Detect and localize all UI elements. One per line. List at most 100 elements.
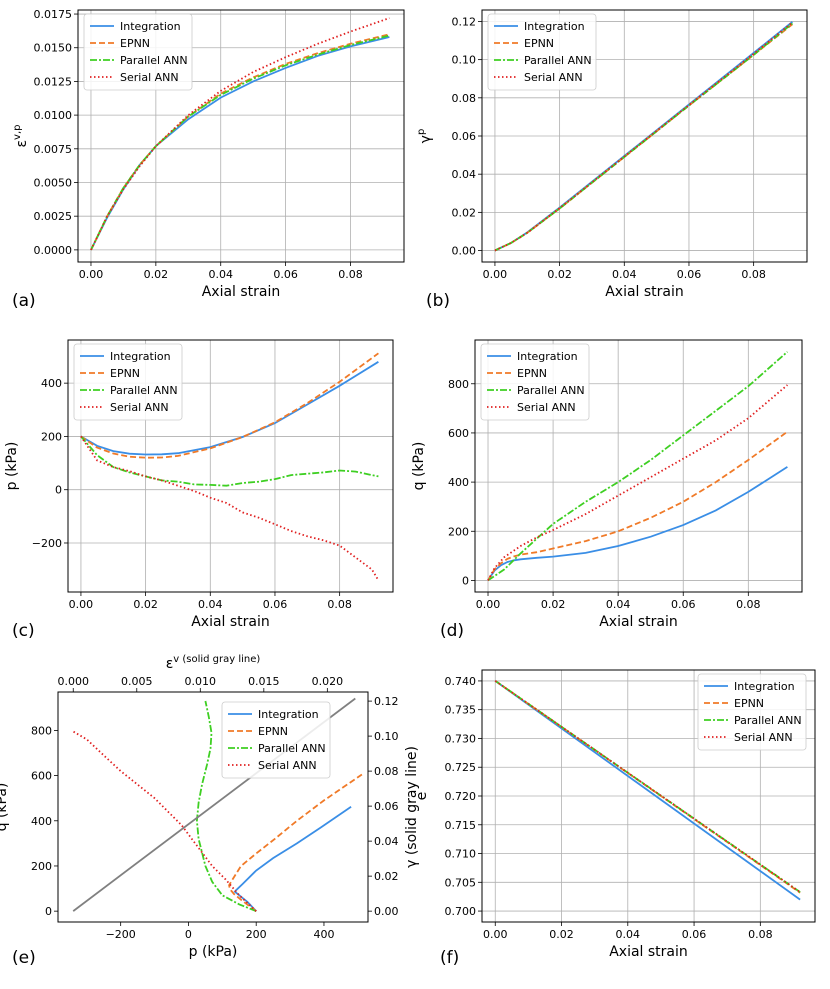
- legend-entry: EPNN: [517, 367, 547, 380]
- x2-tick-label: 0.015: [248, 675, 280, 688]
- y-tick-label: 0.735: [445, 704, 477, 717]
- legend-box: [487, 13, 597, 91]
- y2-tick-label: 0.06: [374, 800, 399, 813]
- x-tick-label: 0.08: [748, 928, 773, 941]
- panel-b: 0.00 0.02 0.04 0.06 0.08 0.00 0.02 0.04 0.06 0.08…: [416, 9, 808, 311]
- panel-label: (c): [12, 621, 35, 641]
- axes-frame: [57, 691, 369, 923]
- x-tick-label: 0.00: [79, 268, 104, 281]
- series-line-epnn: [80, 352, 379, 459]
- x-tick-label: 0.06: [263, 598, 288, 611]
- y-tick-label: 0.0025: [34, 210, 73, 223]
- legend-entry: Serial ANN: [120, 71, 179, 84]
- legend-entry: EPNN: [734, 697, 764, 710]
- y-tick-label: 600: [448, 427, 469, 440]
- x-axis-label: Axial strain: [202, 284, 281, 300]
- y-tick-label: 0.720: [445, 790, 477, 803]
- y-tick-label: 0.04: [452, 168, 477, 181]
- panel-label: (f): [440, 948, 459, 968]
- panel-a: 0.00 0.02 0.04 0.06 0.08 0.0000 0.0025 0.0050 0.…: [12, 8, 405, 311]
- axes-frame: [67, 339, 394, 593]
- legend: Integration EPNN Parallel ANN Serial ANN: [697, 673, 807, 751]
- y-tick-label: 0.08: [452, 92, 477, 105]
- series-line-epnn: [228, 773, 363, 912]
- y-tick-label: 0.740: [445, 675, 477, 688]
- y-tick-label: 800: [448, 378, 469, 391]
- axes-frame: [474, 339, 803, 593]
- y2-tick-label: 0.04: [374, 835, 399, 848]
- x-axis-label: Axial strain: [599, 614, 678, 630]
- legend-box: [480, 343, 590, 421]
- legend-box: [83, 13, 193, 91]
- legend-entry: Serial ANN: [258, 759, 317, 772]
- y2-tick-label: 0.02: [374, 870, 399, 883]
- legend: Integration EPNN Parallel ANN Serial ANN: [221, 701, 331, 779]
- x-tick-label: 0.08: [741, 268, 766, 281]
- legend-entry: Integration: [517, 350, 578, 363]
- series-line-integration: [80, 361, 379, 456]
- y-axis-label: q (kPa): [411, 442, 427, 491]
- y-tick-label: 0.12: [452, 15, 477, 28]
- panel-label: (b): [426, 291, 450, 311]
- legend-entry: Integration: [120, 20, 181, 33]
- y-tick-label: 0.700: [445, 905, 477, 918]
- panel-d: 0.00 0.02 0.04 0.06 0.08 0 200 400 600 800 Axial s…: [411, 339, 803, 641]
- legend: Integration EPNN Parallel ANN Serial ANN: [487, 13, 597, 91]
- x-tick-label: 0.00: [483, 268, 508, 281]
- legend-entry: Serial ANN: [524, 71, 583, 84]
- legend-entry: Serial ANN: [734, 731, 793, 744]
- series-line-parallel-ann: [90, 34, 390, 251]
- x-tick-label: 0.06: [677, 268, 702, 281]
- y-tick-label: 400: [448, 476, 469, 489]
- y-tick-label: 400: [31, 815, 52, 828]
- y-tick-label: 0.0150: [34, 42, 73, 55]
- legend-entry: Integration: [524, 20, 585, 33]
- series-line-integration: [494, 680, 801, 901]
- x-tick-label: 0.08: [327, 598, 352, 611]
- series-line-parallel-ann: [494, 22, 793, 252]
- legend-entry: Integration: [110, 350, 171, 363]
- legend-entry: Integration: [258, 708, 319, 721]
- x-tick-label: 0.02: [541, 598, 566, 611]
- y-tick-label: 0.00: [452, 245, 477, 258]
- x-tick-label: 0.00: [483, 928, 508, 941]
- legend-entry: Parallel ANN: [120, 54, 188, 67]
- x-tick-label: 200: [246, 928, 267, 941]
- series-line-epnn: [487, 430, 788, 581]
- y-tick-label: 0.710: [445, 848, 477, 861]
- y-tick-label: 0.0000: [34, 244, 73, 257]
- y-tick-label: 0.02: [452, 206, 477, 219]
- y-tick-label: 0: [55, 484, 62, 497]
- y-tick-label: 0.06: [452, 130, 477, 143]
- series-line-integration: [233, 806, 352, 912]
- y-tick-label: 200: [41, 430, 62, 443]
- legend-box: [221, 701, 331, 779]
- legend: Integration EPNN Parallel ANN Serial ANN: [73, 343, 183, 421]
- legend-entry: Parallel ANN: [110, 384, 178, 397]
- y-tick-label: 0.730: [445, 732, 477, 745]
- series-line-serial-ann: [494, 680, 801, 893]
- legend-entry: Parallel ANN: [734, 714, 802, 727]
- series-line-serial-ann: [80, 435, 380, 581]
- x2-tick-label: 0.010: [185, 675, 217, 688]
- series-line-serial-ann: [487, 384, 788, 581]
- legend-entry: Parallel ANN: [524, 54, 592, 67]
- panel-f: 0.00 0.02 0.04 0.06 0.08 0.700 0.705 0.710 0.715…: [414, 669, 816, 968]
- legend-entry: EPNN: [258, 725, 288, 738]
- panel-e: −200 0 200 400 0 200 400 600 800 0.000 0.005 0.010 0…: [0, 654, 420, 968]
- legend-entry: Parallel ANN: [517, 384, 585, 397]
- y-tick-label: −200: [32, 537, 62, 550]
- y-tick-label: 0.725: [445, 761, 477, 774]
- legend-entry: Integration: [734, 680, 795, 693]
- x2-axis-label: εv (solid gray line): [166, 654, 261, 672]
- legend-box: [73, 343, 183, 421]
- y-axis-label: q (kPa): [0, 783, 10, 832]
- y2-tick-label: 0.10: [374, 730, 399, 743]
- x-tick-label: 0.04: [616, 928, 641, 941]
- y-axis-label: γp: [416, 129, 434, 144]
- x-tick-label: 0.02: [547, 268, 572, 281]
- panel-label: (e): [12, 948, 36, 968]
- x-tick-label: 0.08: [338, 268, 363, 281]
- y-tick-label: 0.0050: [34, 176, 73, 189]
- y-tick-label: 600: [31, 770, 52, 783]
